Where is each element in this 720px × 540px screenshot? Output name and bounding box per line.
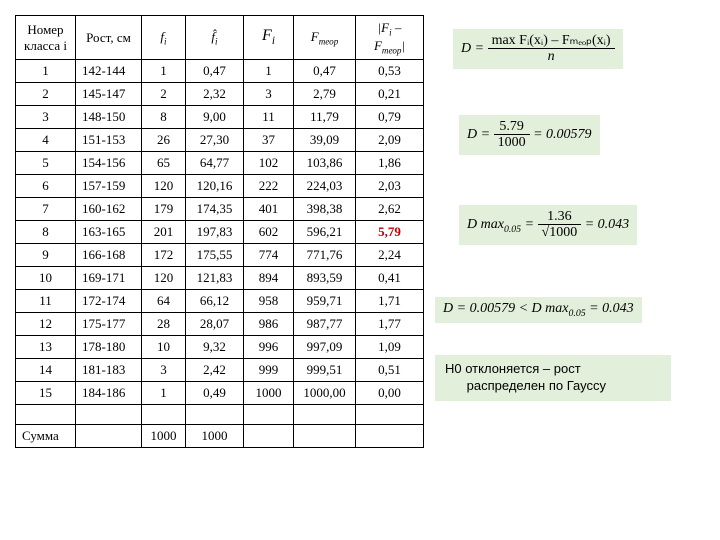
formula-D-value: D = 5.79 1000 = 0.00579 xyxy=(459,115,600,155)
sum-fh: 1000 xyxy=(186,425,244,448)
hdr-Fi: Fi xyxy=(244,16,294,60)
table-row: 6157-159120120,16222224,032,03 xyxy=(16,175,544,198)
sum-label: Сумма xyxy=(16,425,76,448)
formula-Dmax: D max0.05 = 1.36 √1000 = 0.043 xyxy=(459,205,637,245)
table-row: 10169-171120121,83894893,590,41 xyxy=(16,267,544,290)
hdr-class: Номер класса i xyxy=(16,16,76,60)
hdr-diff: |Fi – Fтеор| xyxy=(356,16,424,60)
table-row: 2145-14722,3232,790,21 xyxy=(16,83,544,106)
sum-f: 1000 xyxy=(142,425,186,448)
hdr-fhat: f̂i xyxy=(186,16,244,60)
hdr-Fteor: Fтеор xyxy=(294,16,356,60)
table-row: 5154-1566564,77102103,861,86 xyxy=(16,152,544,175)
conclusion-note: Н0 отклоняется – рост распределен по Гау… xyxy=(435,355,671,401)
table-row: 9166-168172175,55774771,762,24 xyxy=(16,244,544,267)
hdr-fi: fi xyxy=(142,16,186,60)
formula-compare: D = 0.00579 < D max0.05 = 0.043 xyxy=(435,297,642,323)
hdr-height: Рост, см xyxy=(76,16,142,60)
formula-D-definition: D = max Fᵢ(xᵢ) – Fₘₑₒₚ(xᵢ) n xyxy=(453,29,623,69)
